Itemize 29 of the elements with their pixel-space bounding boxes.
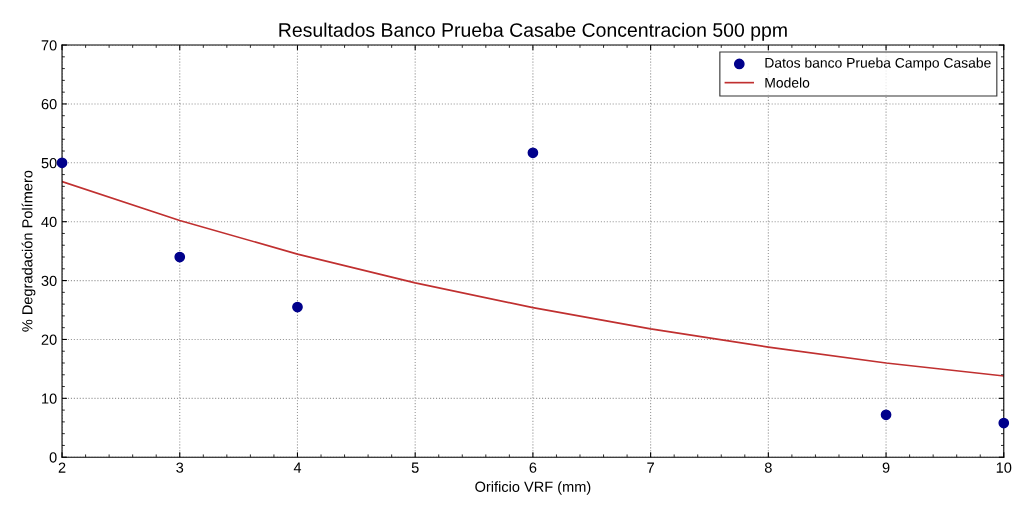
- y-axis-title: % Degradación Polímero: [21, 170, 36, 332]
- x-tick-label: 4: [293, 462, 302, 473]
- y-tick-label: 30: [41, 275, 57, 286]
- y-tick-label: 60: [41, 99, 57, 110]
- point: [527, 147, 539, 159]
- x-tick-label: 6: [529, 462, 537, 473]
- point: [56, 157, 68, 169]
- x-tick-label: 2: [58, 462, 66, 473]
- x-tick-label: 7: [647, 462, 654, 473]
- y-tick-label: 20: [41, 334, 57, 345]
- point: [998, 417, 1010, 429]
- point: [880, 409, 892, 421]
- x-tick-label: 5: [411, 462, 419, 473]
- y-tick-label: 70: [41, 40, 57, 51]
- x-tick-label: 8: [764, 462, 772, 473]
- point: [174, 251, 186, 263]
- y-tick-label: 10: [42, 393, 57, 404]
- x-tick-label: 9: [882, 462, 890, 473]
- x-tick-label: 10: [996, 462, 1012, 473]
- y-tick-label: 40: [41, 216, 57, 228]
- line-series: [62, 180, 1004, 377]
- chart-title: Resultados Banco Prueba Casabe Concentracion 500 ppm: [279, 22, 787, 41]
- legend-label: Datos banco Prueba Campo Casabe: [765, 57, 991, 71]
- x-axis-title: Orificio VRF (mm): [475, 481, 591, 495]
- legend-label: Modelo: [765, 77, 810, 88]
- y-tick-label: 0: [49, 452, 57, 463]
- point: [292, 301, 303, 313]
- x-tick-label: 3: [176, 462, 184, 473]
- y-tick-label: 50: [41, 157, 57, 169]
